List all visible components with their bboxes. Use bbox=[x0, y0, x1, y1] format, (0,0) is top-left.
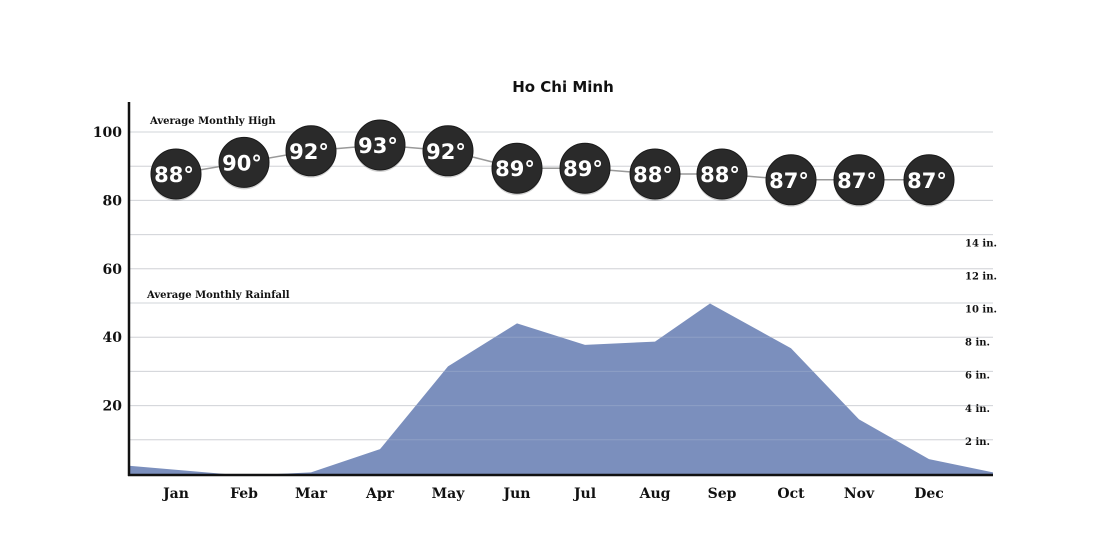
bubble-circle bbox=[696, 148, 748, 200]
bubble-circle bbox=[218, 136, 270, 188]
bubble-circle bbox=[491, 142, 543, 194]
rainfall-series-label: Average Monthly Rainfall bbox=[146, 290, 290, 301]
temperature-value-label: 87° bbox=[837, 169, 877, 193]
x-tick-label: Jan bbox=[161, 486, 189, 502]
temperature-value-label: 87° bbox=[769, 169, 809, 193]
y-tick-label: 40 bbox=[103, 330, 123, 346]
x-tick-label: May bbox=[432, 486, 466, 502]
temperature-value-label: 87° bbox=[907, 169, 947, 193]
temperature-series-label: Average Monthly High bbox=[149, 116, 276, 127]
bubble-circle bbox=[559, 142, 611, 194]
temperature-value-label: 90° bbox=[222, 151, 262, 175]
temperature-bubble: 87° bbox=[765, 154, 817, 207]
temperature-bubble: 87° bbox=[903, 154, 955, 207]
rainfall-area-layer bbox=[129, 131, 993, 476]
bubble-circle bbox=[285, 125, 337, 177]
temperature-bubble: 92° bbox=[422, 125, 474, 178]
y-right-tick-label: 10 in. bbox=[965, 305, 997, 316]
temperature-value-label: 88° bbox=[154, 163, 194, 187]
y-right-tick-label: 8 in. bbox=[965, 338, 990, 349]
axes bbox=[127, 102, 993, 477]
y-tick-label: 60 bbox=[103, 262, 123, 278]
y-right-tick-label: 6 in. bbox=[965, 371, 990, 382]
y-left-ticks: 20 40 60 80 100 bbox=[93, 125, 122, 415]
bubble-circle bbox=[150, 148, 202, 200]
y-tick-label: 100 bbox=[93, 125, 122, 141]
temperature-value-label: 88° bbox=[700, 163, 740, 187]
bubble-circle bbox=[765, 154, 817, 206]
temperature-value-label: 89° bbox=[563, 157, 603, 181]
x-tick-label: Nov bbox=[844, 486, 875, 502]
bubble-circle bbox=[833, 154, 885, 206]
temperature-bubble: 90° bbox=[218, 136, 270, 190]
temperature-bubble: 87° bbox=[833, 154, 885, 207]
x-tick-label: Apr bbox=[365, 486, 395, 502]
temperature-bubble: 88° bbox=[629, 148, 681, 201]
chart-title: Ho Chi Minh bbox=[512, 78, 614, 96]
temperature-bubble: 89° bbox=[491, 142, 543, 196]
rainfall-area bbox=[129, 303, 993, 476]
bubble-circle bbox=[422, 125, 474, 177]
y-right-ticks: 2 in. 4 in. 6 in. 8 in. 10 in. 12 in. 14 in. bbox=[965, 238, 997, 448]
bubble-circle bbox=[903, 154, 955, 206]
y-right-tick-label: 14 in. bbox=[965, 238, 997, 249]
x-tick-label: Oct bbox=[777, 486, 805, 502]
y-right-tick-label: 12 in. bbox=[965, 271, 997, 282]
temperature-bubble: 93° bbox=[354, 119, 406, 172]
temperature-bubble: 88° bbox=[696, 148, 748, 201]
x-ticks: Jan Feb Mar Apr May Jun Jul Aug Sep Oct Nov Dec bbox=[161, 486, 944, 502]
temperature-value-label: 88° bbox=[633, 163, 673, 187]
temperature-value-label: 93° bbox=[358, 134, 398, 158]
bubble-circle bbox=[629, 148, 681, 200]
x-tick-label: Mar bbox=[295, 486, 328, 502]
temperature-value-label: 89° bbox=[495, 157, 535, 181]
bubble-circle bbox=[354, 119, 406, 171]
temperature-value-label: 92° bbox=[426, 140, 466, 164]
temperature-value-label: 92° bbox=[289, 140, 329, 164]
x-tick-label: Jun bbox=[502, 486, 531, 502]
y-tick-label: 20 bbox=[103, 399, 123, 415]
y-tick-label: 80 bbox=[103, 193, 123, 209]
x-tick-label: Jul bbox=[572, 486, 596, 502]
x-tick-label: Feb bbox=[230, 486, 258, 502]
x-tick-label: Aug bbox=[639, 486, 671, 502]
temperature-series: 88° 90° 92° 93° 92° 89° 89° 88° 88° 87° 87° 87° bbox=[150, 119, 955, 207]
y-right-tick-label: 4 in. bbox=[965, 404, 990, 415]
x-tick-label: Sep bbox=[708, 486, 737, 502]
y-right-tick-label: 2 in. bbox=[965, 437, 990, 448]
x-tick-label: Dec bbox=[914, 486, 944, 502]
temperature-bubble: 92° bbox=[285, 125, 337, 178]
temperature-bubble: 89° bbox=[559, 142, 611, 196]
temperature-bubble: 88° bbox=[150, 148, 202, 201]
